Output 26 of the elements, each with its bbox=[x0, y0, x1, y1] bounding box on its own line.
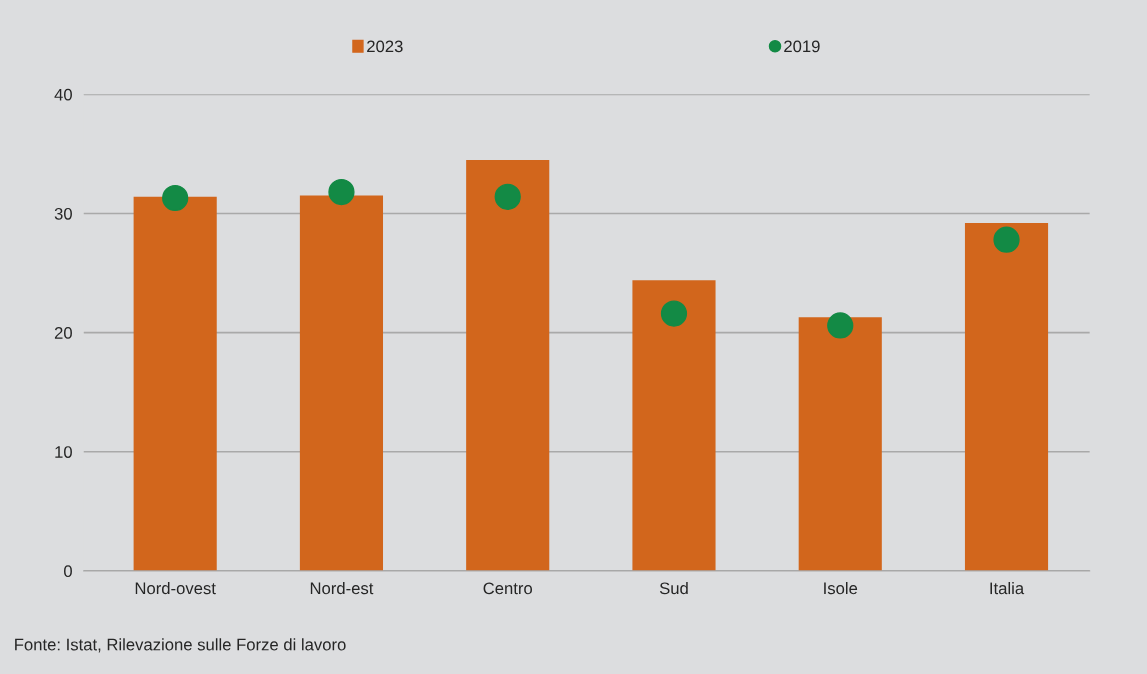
x-tick-label: Sud bbox=[659, 581, 688, 595]
bar bbox=[964, 223, 1049, 571]
bar bbox=[632, 280, 716, 571]
y-tick-label: 10 bbox=[55, 446, 72, 458]
y-tick-label: 0 bbox=[64, 565, 72, 578]
x-tick-label: Nord-ovest bbox=[135, 581, 216, 595]
x-tick-label: Italia bbox=[990, 581, 1025, 595]
point bbox=[162, 184, 189, 212]
point bbox=[993, 226, 1020, 253]
y-tick-label: 20 bbox=[54, 327, 72, 339]
point bbox=[660, 300, 688, 327]
bar bbox=[466, 159, 550, 571]
x-tick-label: Centro bbox=[483, 582, 533, 595]
bar bbox=[798, 317, 882, 571]
legend-label: 2019 bbox=[784, 40, 820, 53]
legend-label: 2023 bbox=[367, 40, 403, 53]
bar bbox=[133, 196, 217, 571]
y-tick-label: 30 bbox=[54, 207, 72, 220]
bar bbox=[299, 195, 384, 571]
point bbox=[328, 178, 355, 206]
y-tick-label: 40 bbox=[54, 88, 72, 101]
x-tick-label: Nord-est bbox=[310, 581, 374, 595]
point bbox=[827, 312, 854, 339]
source-note: Fonte: Istat, Rilevazione sulle Forze di lavoro bbox=[15, 638, 346, 653]
point bbox=[494, 183, 521, 210]
x-tick-label: Isole bbox=[824, 581, 858, 595]
